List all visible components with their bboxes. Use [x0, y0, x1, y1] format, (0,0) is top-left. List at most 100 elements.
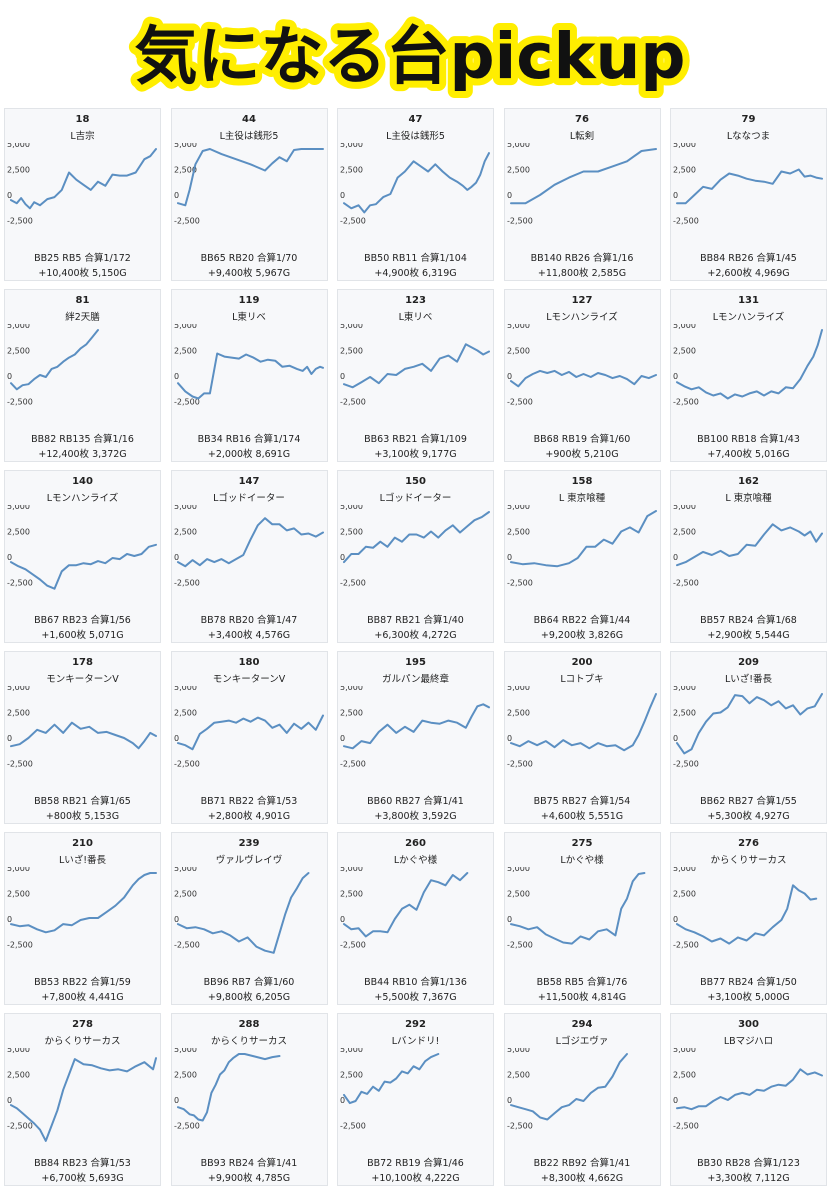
- bonus-stats: BB78 RB20 合算1/47: [200, 615, 298, 626]
- machine-name: Lいざ!番長: [724, 674, 773, 685]
- machine-name: L 東京喰種: [725, 493, 772, 504]
- y-tick-label: 0: [174, 191, 179, 200]
- machine-card: 276 からくりサーカス 5,000 2,500 0 -2,500 BB77 RB24 合算…: [670, 832, 827, 1005]
- y-tick-label: 5,000: [7, 505, 30, 511]
- coin-difference-chart: 5,000 2,500 0 -2,500: [7, 867, 157, 950]
- coin-result: +2,600枚 4,969G: [707, 268, 790, 279]
- bonus-stats: BB60 RB27 合算1/41: [367, 796, 464, 807]
- bonus-stats: BB96 RB7 合算1/60: [203, 977, 295, 988]
- y-tick-label: -2,500: [340, 579, 366, 588]
- machine-card: 127 Lモンハンライズ 5,000 2,500 0 -2,500 BB68 RB19 合算…: [503, 289, 661, 462]
- y-tick-label: 2,500: [340, 1071, 363, 1080]
- coin-difference-chart: 5,000 2,500 0 -2,500: [174, 324, 324, 407]
- series-line: [509, 872, 645, 945]
- machine-card: 288 からくりサーカス 5,000 2,500 0 -2,500 BB93 RB24 合算…: [170, 1013, 328, 1186]
- machine-name: からくりサーカス: [710, 855, 787, 866]
- coin-difference-chart: 5,000 2,500 0 -2,500: [340, 143, 490, 226]
- y-tick-label: 0: [7, 191, 12, 200]
- coin-result: +10,100枚 4,222G: [371, 1173, 460, 1184]
- bonus-stats: BB72 RB19 合算1/46: [367, 1158, 464, 1169]
- y-tick-label: 5,000: [507, 505, 530, 511]
- y-tick-label: 5,000: [673, 867, 696, 873]
- coin-difference-chart: 5,000 2,500 0 -2,500: [174, 867, 309, 954]
- y-tick-label: -2,500: [340, 398, 366, 407]
- y-tick-label: 5,000: [673, 143, 696, 149]
- machine-number: 275: [571, 838, 593, 849]
- machine-name: L吉宗: [70, 131, 95, 142]
- coin-difference-chart: 5,000 2,500 0 -2,500: [507, 505, 657, 588]
- machine-card: 260 Lかぐや様 5,000 2,500 0 -2,500 BB44 RB10 合算1/1…: [337, 832, 494, 1005]
- machine-name: L主役は銭形5: [386, 131, 445, 142]
- y-tick-label: -2,500: [7, 941, 33, 950]
- machine-name: Lいざ!番長: [58, 855, 107, 866]
- bonus-stats: BB44 RB10 合算1/136: [364, 977, 467, 988]
- y-tick-label: 2,500: [174, 890, 197, 899]
- machine-name: Lななつま: [726, 131, 771, 142]
- machine-card: 81 絆2天膳 5,000 2,500 0 -2,500 BB82 RB135 合算1/16…: [4, 289, 161, 462]
- coin-result: +9,400枚 5,967G: [207, 268, 291, 279]
- coin-difference-chart: 5,000 2,500 0 -2,500: [507, 143, 657, 226]
- coin-difference-chart: 5,000 2,500 0 -2,500: [673, 867, 818, 950]
- y-tick-label: 0: [673, 553, 678, 562]
- machine-card: 158 L 東京喰種 5,000 2,500 0 -2,500 BB64 RB22 合算1/…: [503, 470, 661, 643]
- y-tick-label: -2,500: [174, 760, 200, 769]
- coin-difference-chart: 5,000 2,500 0 -2,500: [174, 143, 324, 226]
- machine-number: 44: [242, 114, 256, 125]
- machine-name: L東リベ: [398, 312, 433, 323]
- coin-difference-chart: 5,000 2,500 0 -2,500: [7, 686, 157, 769]
- series-line: [509, 1053, 628, 1121]
- y-tick-label: 5,000: [7, 686, 30, 692]
- coin-result: +9,900枚 4,785G: [207, 1173, 291, 1184]
- machine-name: からくりサーカス: [44, 1036, 121, 1047]
- coin-result: +3,800枚 3,592G: [374, 811, 457, 822]
- y-tick-label: 2,500: [507, 1071, 530, 1080]
- y-tick-label: 2,500: [7, 347, 30, 356]
- machine-name: からくりサーカス: [210, 1036, 287, 1047]
- y-tick-label: 0: [507, 915, 512, 924]
- y-tick-label: 2,500: [507, 166, 530, 175]
- series-line: [176, 148, 324, 207]
- y-tick-label: 0: [507, 1096, 512, 1105]
- coin-difference-chart: 5,000 2,500 0 -2,500: [673, 686, 823, 769]
- bonus-stats: BB65 RB20 合算1/70: [200, 253, 298, 264]
- machine-card: 119 L東リベ 5,000 2,500 0 -2,500 BB34 RB16 合算1/17…: [170, 289, 328, 462]
- machine-name: Lゴッドイーター: [379, 493, 452, 504]
- machine-name: Lかぐや様: [393, 855, 438, 866]
- machine-card: 195 ガルパン最終章 5,000 2,500 0 -2,500 BB60 RB27 合算1…: [337, 651, 494, 824]
- series-line: [676, 884, 818, 945]
- y-tick-label: 2,500: [7, 890, 30, 899]
- y-tick-label: 2,500: [507, 890, 530, 899]
- coin-difference-chart: 5,000 2,500 0 -2,500: [507, 324, 657, 407]
- y-tick-label: 0: [673, 734, 678, 743]
- coin-difference-chart: 5,000 2,500 0 -2,500: [507, 1048, 628, 1131]
- coin-result: +6,700枚 5,693G: [41, 1173, 124, 1184]
- machine-name: ヴァルヴレイヴ: [215, 855, 283, 866]
- coin-result: +5,300枚 4,927G: [707, 811, 790, 822]
- bonus-stats: BB77 RB24 合算1/50: [700, 977, 797, 988]
- coin-difference-chart: 5,000 2,500 0 -2,500: [340, 1048, 440, 1131]
- coin-difference-chart: 5,000 2,500 0 -2,500: [7, 324, 99, 407]
- coin-result: +4,900枚 6,319G: [374, 268, 457, 279]
- machine-number: 18: [75, 114, 90, 125]
- machine-number: 294: [571, 1019, 593, 1030]
- y-tick-label: 5,000: [507, 1048, 530, 1054]
- y-tick-label: -2,500: [673, 1122, 699, 1131]
- y-tick-label: -2,500: [174, 941, 200, 950]
- y-tick-label: 5,000: [507, 324, 530, 330]
- bonus-stats: BB140 RB26 合算1/16: [530, 253, 634, 264]
- machine-card: 131 Lモンハンライズ 5,000 2,500 0 -2,500 BB100 RB18 合…: [670, 289, 827, 462]
- y-tick-label: 0: [7, 1096, 12, 1105]
- machine-number: 195: [405, 657, 426, 668]
- coin-result: +3,400枚 4,576G: [207, 630, 291, 641]
- y-tick-label: -2,500: [507, 1122, 533, 1131]
- coin-difference-chart: 5,000 2,500 0 -2,500: [507, 867, 645, 950]
- bonus-stats: BB67 RB23 合算1/56: [34, 615, 131, 626]
- series-line: [509, 693, 657, 752]
- machine-number: 158: [571, 476, 593, 487]
- coin-result: +7,800枚 4,441G: [41, 992, 124, 1003]
- y-tick-label: -2,500: [507, 398, 533, 407]
- y-tick-label: 2,500: [174, 709, 197, 718]
- y-tick-label: 2,500: [673, 166, 696, 175]
- y-tick-label: 5,000: [7, 867, 30, 873]
- machine-card: 292 Lバンドリ! 5,000 2,500 0 -2,500 BB72 RB19 合算1/…: [337, 1013, 494, 1186]
